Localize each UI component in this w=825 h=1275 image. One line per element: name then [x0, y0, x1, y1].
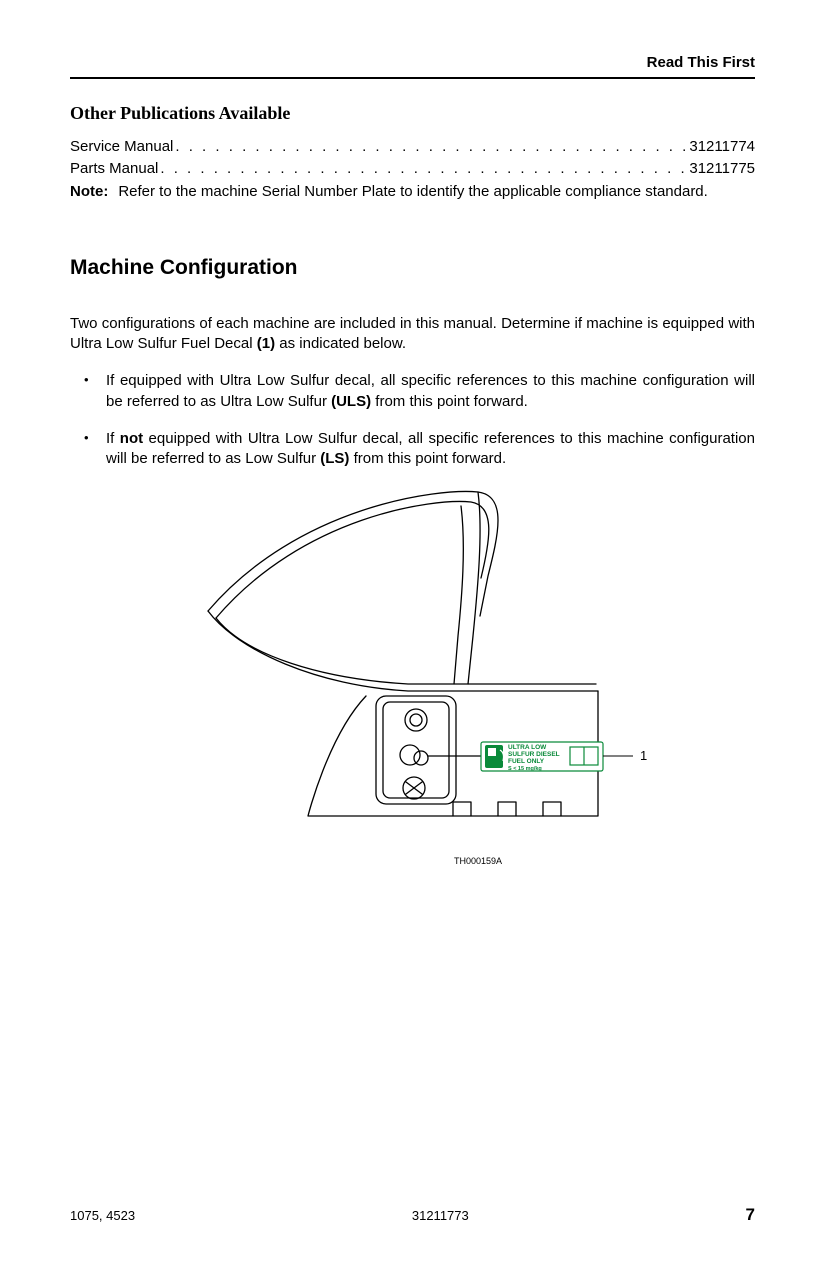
- decal-line2: SULFUR DIESEL: [508, 751, 560, 758]
- publication-row: Service Manual . . . . . . . . . . . . .…: [70, 136, 755, 158]
- publication-code: 31211775: [689, 158, 755, 180]
- callout-1: 1: [603, 748, 647, 763]
- text: as indicated below.: [275, 335, 406, 352]
- list-item: If equipped with Ultra Low Sulfur decal,…: [70, 371, 755, 412]
- note-body: Refer to the machine Serial Number Plate…: [118, 182, 755, 202]
- machine-config-section: Machine Configuration Two configurations…: [70, 256, 755, 891]
- callout-number: 1: [640, 748, 647, 763]
- text: from this point forward.: [371, 393, 528, 410]
- publication-label: Parts Manual: [70, 158, 158, 180]
- publication-label: Service Manual: [70, 136, 173, 158]
- config-intro: Two configurations of each machine are i…: [70, 314, 755, 355]
- leader-dots: . . . . . . . . . . . . . . . . . . . . …: [158, 158, 689, 180]
- figure-ref: (1): [257, 335, 275, 352]
- note-row: Note: Refer to the machine Serial Number…: [70, 182, 755, 202]
- publication-code: 31211774: [689, 136, 755, 158]
- footer-center: 31211773: [412, 1208, 469, 1223]
- emph-not: not: [120, 430, 143, 447]
- fuel-decal: ULTRA LOW SULFUR DIESEL FUEL ONLY S < 15…: [481, 742, 603, 772]
- text: Two configurations of each machine are i…: [70, 315, 755, 353]
- abbr-ls: (LS): [320, 450, 349, 467]
- publications-section: Other Publications Available Service Man…: [70, 103, 755, 202]
- text: If: [106, 430, 120, 447]
- decal-line3: FUEL ONLY: [508, 758, 545, 765]
- machine-illustration: ULTRA LOW SULFUR DIESEL FUEL ONLY S < 15…: [178, 486, 648, 886]
- publication-row: Parts Manual . . . . . . . . . . . . . .…: [70, 158, 755, 180]
- footer-page-number: 7: [746, 1205, 755, 1225]
- publications-heading: Other Publications Available: [70, 103, 755, 124]
- header-rule: [70, 77, 755, 79]
- figure-ref-label: TH000159A: [453, 856, 501, 866]
- text: from this point forward.: [349, 450, 506, 467]
- page-footer: 1075, 4523 31211773 7: [70, 1205, 755, 1225]
- page-header: Read This First: [70, 54, 755, 79]
- config-heading: Machine Configuration: [70, 256, 755, 280]
- header-title: Read This First: [70, 54, 755, 77]
- figure-container: ULTRA LOW SULFUR DIESEL FUEL ONLY S < 15…: [70, 486, 755, 891]
- decal-line4: S < 15 mg/kg: [508, 766, 542, 772]
- note-label: Note:: [70, 182, 118, 202]
- abbr-uls: (ULS): [331, 393, 371, 410]
- footer-left: 1075, 4523: [70, 1208, 135, 1223]
- config-bullets: If equipped with Ultra Low Sulfur decal,…: [70, 371, 755, 470]
- leader-dots: . . . . . . . . . . . . . . . . . . . . …: [173, 136, 689, 158]
- list-item: If not equipped with Ultra Low Sulfur de…: [70, 429, 755, 470]
- decal-line1: ULTRA LOW: [508, 744, 547, 751]
